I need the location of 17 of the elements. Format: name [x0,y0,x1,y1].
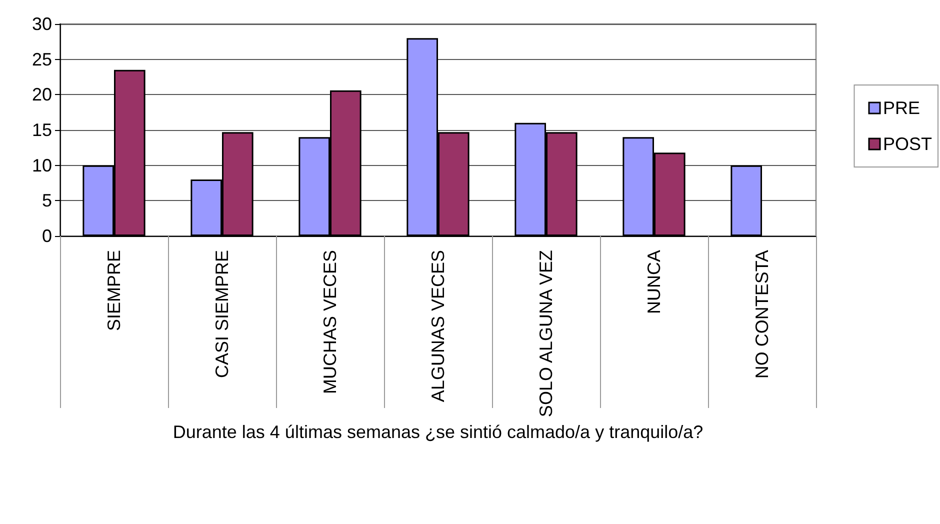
y-tick-label: 15 [32,120,52,140]
x-tick-label: SOLO ALGUNA VEZ [536,250,556,418]
legend-label: POST [882,134,932,154]
x-tick-label: MUCHAS VECES [320,250,340,394]
y-tick-label: 0 [42,226,52,246]
x-tick-label: SIEMPRE [104,250,124,332]
legend-label: PRE [882,98,920,118]
x-axis-title: Durante las 4 últimas semanas ¿se sintió calmado/a y tranquilo/a? [172,422,704,442]
y-tick-label: 20 [32,84,52,105]
x-tick-label: NUNCA [644,250,664,314]
y-tick-label: 30 [32,14,52,34]
x-tick-label: ALGUNAS VECES [428,250,448,402]
y-tick-label: 10 [32,155,52,176]
x-tick-label: CASI SIEMPRE [212,250,232,378]
x-tick-label: NO CONTESTA [752,250,772,379]
y-tick-label: 25 [32,49,52,70]
y-tick-label: 5 [42,190,52,211]
